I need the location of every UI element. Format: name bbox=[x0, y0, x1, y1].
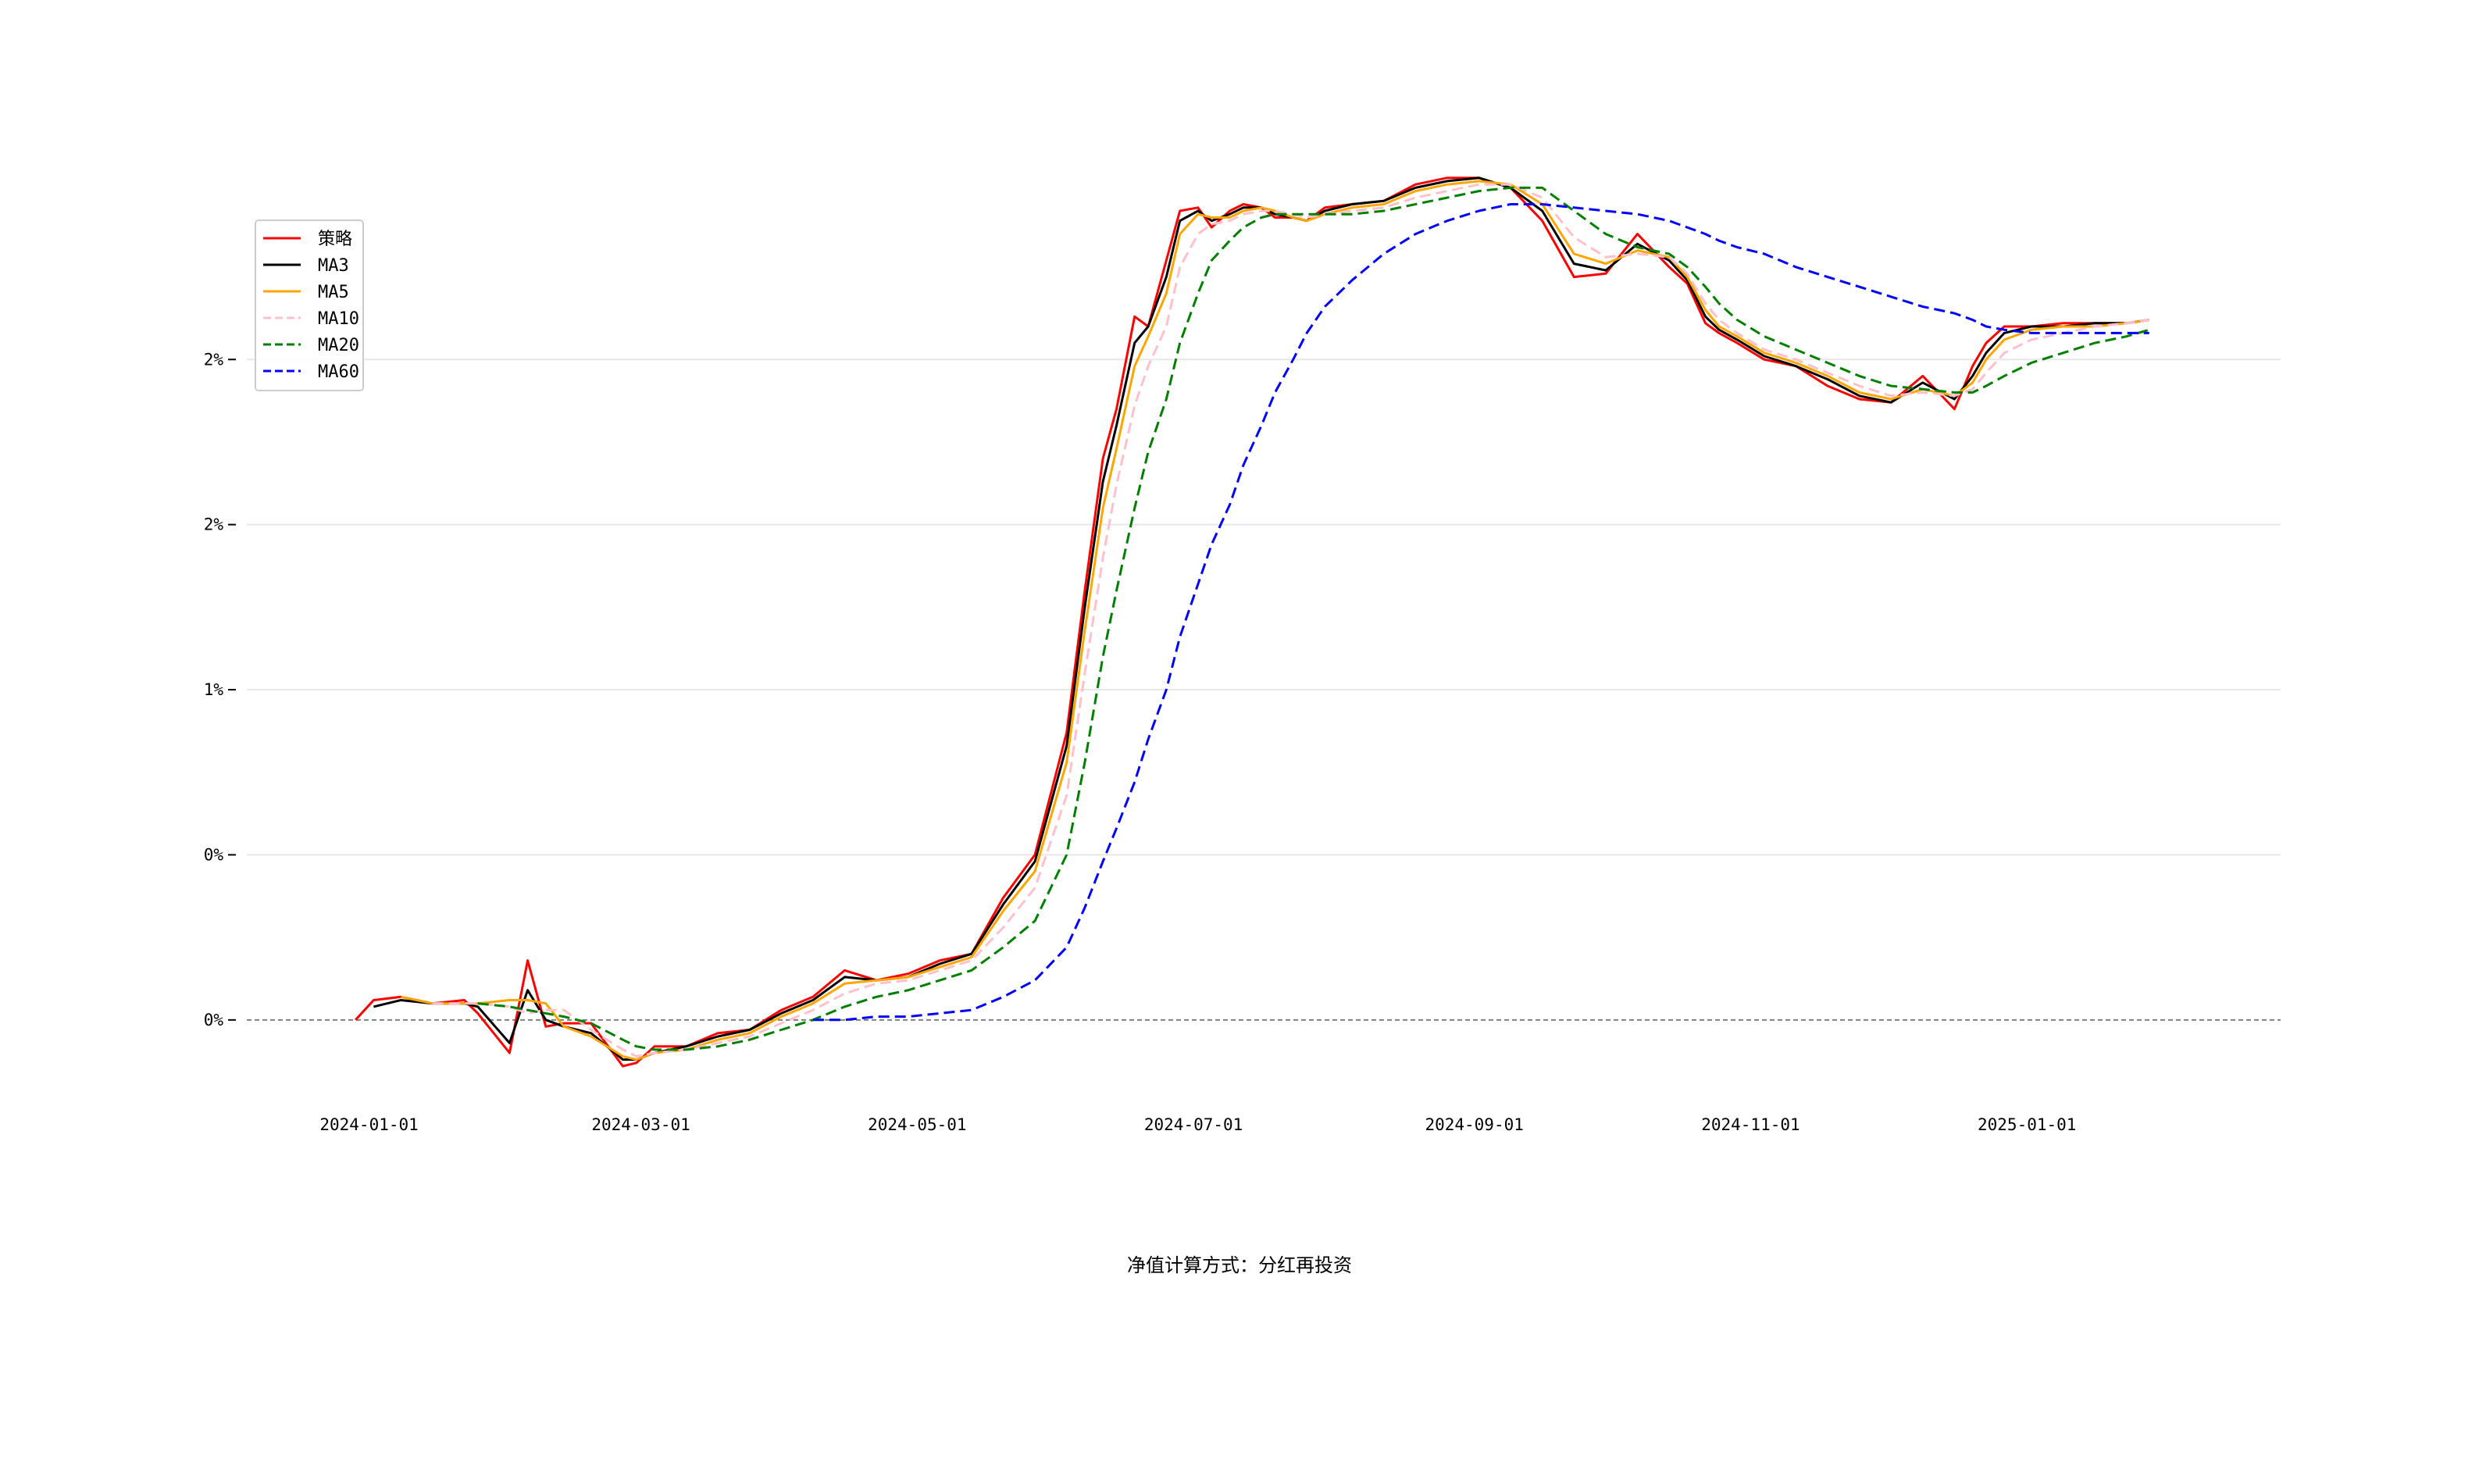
grid-layer bbox=[247, 359, 2281, 856]
series-line-5 bbox=[812, 203, 2149, 1022]
x-tick-label: 2024-09-01 bbox=[1425, 1115, 1523, 1134]
legend-label: MA3 bbox=[318, 256, 349, 276]
legend-box bbox=[255, 219, 364, 391]
x-tick-label: 2025-01-01 bbox=[1978, 1115, 2076, 1134]
y-tick-label: 0% bbox=[204, 1011, 224, 1029]
series-line-0 bbox=[355, 177, 2150, 1068]
x-tick-label: 2024-07-01 bbox=[1144, 1115, 1243, 1134]
legend-label: MA10 bbox=[318, 309, 359, 329]
legend-label: MA5 bbox=[318, 283, 349, 302]
series-line-4 bbox=[477, 186, 2150, 1051]
x-tick-label: 2024-03-01 bbox=[591, 1115, 690, 1134]
y-tick-label: 2% bbox=[204, 515, 224, 534]
x-tick-label: 2024-11-01 bbox=[1701, 1115, 1800, 1134]
series-line-3 bbox=[432, 183, 2150, 1058]
legend: 策略 MA3 MA5 MA10 MA20 MA60 bbox=[255, 219, 364, 391]
x-tick-label: 2024-01-01 bbox=[319, 1115, 418, 1134]
legend-label: MA20 bbox=[318, 336, 359, 355]
y-tick-label: 1% bbox=[204, 680, 224, 699]
chart-caption: 净值计算方式：分红再投资 bbox=[1127, 1254, 1352, 1276]
series-layer bbox=[355, 177, 2150, 1068]
y-tick-label: 0% bbox=[204, 845, 224, 864]
y-tick-label: 2% bbox=[204, 350, 224, 369]
legend-label: 策略 bbox=[318, 230, 352, 249]
x-tick-label: 2024-05-01 bbox=[868, 1115, 966, 1134]
axis-layer: 0% 0% 1% 2% 2% 2024-01-01 2024-03-01 2024-05-01… bbox=[204, 350, 2077, 1134]
legend-label: MA60 bbox=[318, 362, 359, 382]
